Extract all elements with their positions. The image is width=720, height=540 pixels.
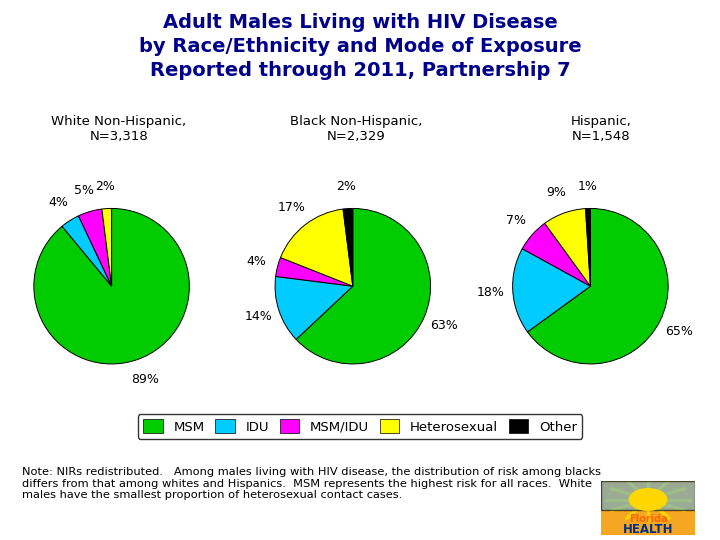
Text: Adult Males Living with HIV Disease
by Race/Ethnicity and Mode of Exposure
Repor: Adult Males Living with HIV Disease by R… bbox=[139, 14, 581, 79]
Legend: MSM, IDU, MSM/IDU, Heterosexual, Other: MSM, IDU, MSM/IDU, Heterosexual, Other bbox=[138, 414, 582, 439]
Text: Hispanic,
N=1,548: Hispanic, N=1,548 bbox=[571, 115, 631, 143]
Wedge shape bbox=[78, 209, 112, 286]
Circle shape bbox=[631, 490, 665, 509]
Text: 4%: 4% bbox=[246, 255, 266, 268]
Wedge shape bbox=[102, 208, 112, 286]
Wedge shape bbox=[513, 249, 590, 332]
Wedge shape bbox=[528, 208, 668, 364]
Text: White Non-Hispanic,
N=3,318: White Non-Hispanic, N=3,318 bbox=[51, 115, 186, 143]
Text: 17%: 17% bbox=[278, 201, 306, 214]
Wedge shape bbox=[545, 208, 590, 286]
Wedge shape bbox=[275, 276, 353, 340]
Text: 2%: 2% bbox=[337, 180, 356, 193]
Text: 14%: 14% bbox=[244, 310, 272, 323]
Wedge shape bbox=[296, 208, 431, 364]
Wedge shape bbox=[522, 224, 590, 286]
Text: HEALTH: HEALTH bbox=[623, 523, 673, 536]
Wedge shape bbox=[34, 208, 189, 364]
Text: Note: NIRs redistributed.   Among males living with HIV disease, the distributio: Note: NIRs redistributed. Among males li… bbox=[22, 467, 600, 500]
Wedge shape bbox=[62, 216, 112, 286]
Text: 5%: 5% bbox=[74, 184, 94, 197]
FancyBboxPatch shape bbox=[601, 481, 695, 510]
Text: 7%: 7% bbox=[505, 214, 526, 227]
Text: 9%: 9% bbox=[546, 186, 567, 199]
Text: 63%: 63% bbox=[431, 319, 458, 332]
Text: 4%: 4% bbox=[48, 195, 68, 208]
Text: 89%: 89% bbox=[131, 373, 159, 386]
Text: 2%: 2% bbox=[96, 180, 115, 193]
Wedge shape bbox=[281, 209, 353, 286]
Wedge shape bbox=[276, 258, 353, 286]
Text: Florida: Florida bbox=[629, 515, 667, 524]
Text: Hispanic,
N=1,548: Hispanic, N=1,548 bbox=[571, 115, 631, 143]
Wedge shape bbox=[585, 208, 590, 286]
Text: 1%: 1% bbox=[577, 180, 597, 193]
Text: White Non-Hispanic,
N=3,318: White Non-Hispanic, N=3,318 bbox=[51, 115, 186, 143]
Wedge shape bbox=[343, 208, 353, 286]
Text: Black Non-Hispanic,
N=2,329: Black Non-Hispanic, N=2,329 bbox=[290, 115, 423, 143]
Text: 18%: 18% bbox=[477, 286, 505, 299]
Text: 65%: 65% bbox=[665, 325, 693, 338]
Text: Black Non-Hispanic,
N=2,329: Black Non-Hispanic, N=2,329 bbox=[290, 115, 423, 143]
Circle shape bbox=[629, 489, 667, 510]
